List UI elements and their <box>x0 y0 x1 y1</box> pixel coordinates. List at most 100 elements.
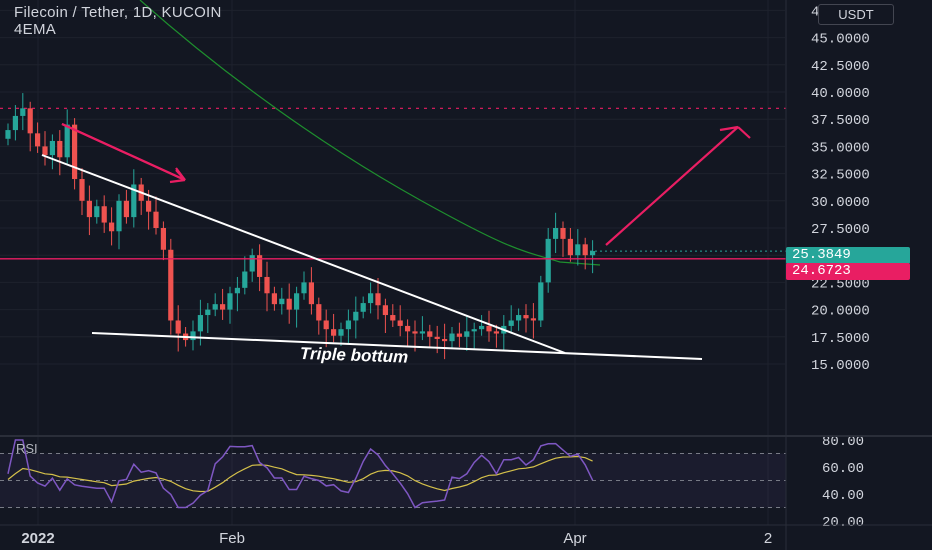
price-tick-label: 15.0000 <box>811 358 870 374</box>
candle <box>160 228 166 250</box>
candle <box>20 108 26 116</box>
candle <box>294 293 300 310</box>
price-tick-label: 20.0000 <box>811 304 870 320</box>
candle <box>49 140 55 156</box>
candle <box>523 315 529 319</box>
rsi-tick-label: 80.00 <box>822 434 864 450</box>
candle <box>375 293 381 306</box>
candle <box>553 228 559 239</box>
pattern-label: Triple bottum <box>300 344 409 367</box>
candle <box>516 315 522 321</box>
candle <box>131 184 137 218</box>
ema-line <box>139 0 601 266</box>
price-tick-label: 45.0000 <box>811 32 870 48</box>
price-tick-label: 35.0000 <box>811 140 870 156</box>
candle <box>471 329 477 332</box>
candle <box>582 244 588 256</box>
candle <box>197 315 203 332</box>
candle <box>227 293 233 310</box>
candle <box>175 320 181 334</box>
candle <box>545 238 551 283</box>
candle <box>323 320 329 330</box>
rsi-line <box>7 439 594 509</box>
candle <box>79 179 85 201</box>
chart-title: Filecoin / Tether, 1D, KUCOIN <box>14 4 222 21</box>
candle <box>242 271 248 288</box>
price-tick-label: 32.5000 <box>811 168 870 184</box>
ema-path <box>139 0 601 266</box>
candle <box>146 200 152 212</box>
candle <box>57 140 63 158</box>
candle <box>257 255 263 277</box>
candle <box>109 222 115 232</box>
candle <box>479 325 485 330</box>
candle <box>397 320 403 326</box>
time-tick-label: Feb <box>219 530 245 547</box>
price-levels <box>0 107 786 260</box>
price-tick-label: 37.5000 <box>811 113 870 129</box>
last-price-tag: 25.3849 <box>786 247 910 264</box>
rsi-lines <box>7 439 594 509</box>
candle <box>560 228 566 239</box>
time-tick-label: 2 <box>764 530 772 547</box>
price-tick-label: 40.0000 <box>811 86 870 102</box>
time-axis: 2022 Feb Apr 2 <box>21 530 772 547</box>
rsi-ma-line <box>7 455 593 493</box>
candle <box>538 282 544 321</box>
down-arrow <box>61 122 186 184</box>
candle <box>486 325 492 332</box>
candle <box>590 251 596 256</box>
candle <box>530 318 536 321</box>
candle <box>12 115 18 131</box>
candle <box>368 293 374 304</box>
candle <box>464 331 470 337</box>
candle <box>345 320 351 330</box>
candle <box>264 276 270 294</box>
candle <box>101 206 107 223</box>
candle <box>360 303 366 312</box>
candle <box>456 333 462 337</box>
candle <box>331 329 337 336</box>
candle <box>427 331 433 337</box>
candle <box>338 329 344 336</box>
time-tick-label: Apr <box>563 530 586 547</box>
candle <box>212 304 218 310</box>
candle <box>271 293 277 305</box>
candle <box>434 336 440 339</box>
price-tick-label: 22.5000 <box>811 276 870 292</box>
up-arrow <box>605 125 751 246</box>
candle <box>286 298 292 310</box>
candle <box>353 311 359 321</box>
candle <box>405 325 411 332</box>
candle <box>86 200 92 218</box>
candle <box>567 238 573 256</box>
currency-button[interactable]: USDT <box>818 4 894 25</box>
rsi-tick-label: 20.00 <box>822 515 864 531</box>
candle <box>234 287 240 294</box>
rsi-tick-label: 60.00 <box>822 461 864 477</box>
candles <box>5 93 596 360</box>
candle <box>116 200 122 232</box>
candle <box>508 320 514 326</box>
annotation-drawings: Triple bottum <box>41 122 751 367</box>
candle <box>279 298 285 305</box>
candle <box>419 331 425 334</box>
candle <box>27 108 33 134</box>
candle <box>94 206 100 218</box>
candle <box>249 255 255 272</box>
candle <box>390 315 396 321</box>
reference-price-tag: 24.6723 <box>786 263 910 280</box>
candle <box>123 200 129 218</box>
descending-trendline <box>41 154 566 354</box>
candle <box>575 244 581 256</box>
time-tick-label: 2022 <box>21 530 54 547</box>
candle <box>412 331 418 334</box>
rsi-label[interactable]: RSI <box>16 441 38 456</box>
candle <box>153 211 159 228</box>
candle <box>493 331 499 334</box>
candle <box>190 331 196 341</box>
price-tick-label: 42.5000 <box>811 59 870 75</box>
indicator-label[interactable]: 4EMA <box>14 21 57 38</box>
candle <box>220 304 226 310</box>
